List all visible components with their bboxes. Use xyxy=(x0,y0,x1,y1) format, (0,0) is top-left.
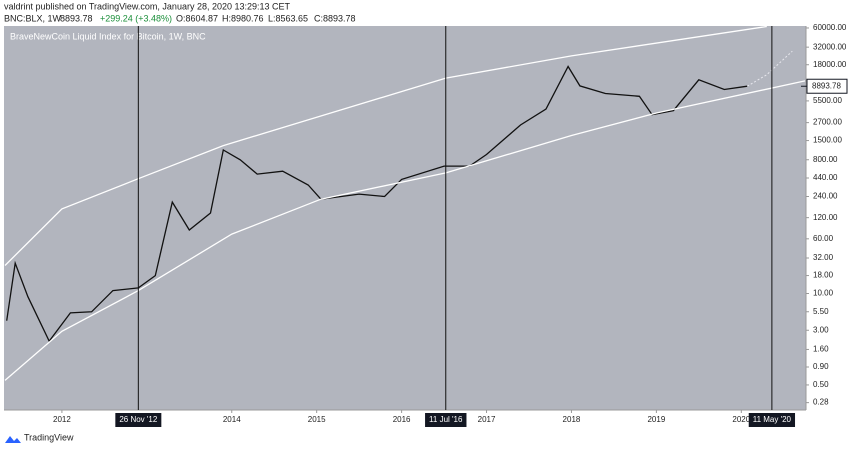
y-tick-label: 800.00 xyxy=(813,155,838,164)
y-tick-label: 5500.00 xyxy=(813,96,842,105)
y-tick-label: 60.00 xyxy=(813,234,834,243)
x-tick-label: 2012 xyxy=(53,415,71,424)
last-price-tag xyxy=(806,78,848,94)
close: C:8893.78 xyxy=(314,13,356,23)
y-tick-label: 2700.00 xyxy=(813,118,842,127)
symbol-line: BNC:BLX, 1W 8893.78 +299.24 (+3.48%) O:8… xyxy=(4,13,356,23)
price: 8893.78 xyxy=(60,13,93,23)
series-line xyxy=(4,25,767,266)
y-tick-label: 18000.00 xyxy=(813,60,847,69)
series-line xyxy=(4,80,806,381)
y-tick-label: 0.28 xyxy=(813,398,829,407)
y-tick-label: 32.00 xyxy=(813,253,834,262)
marker-label-bg xyxy=(748,413,796,427)
marker-label: 11 Jul '16 xyxy=(425,413,467,427)
marker-label: 11 May '20 xyxy=(748,413,796,427)
y-tick-label: 5.50 xyxy=(813,307,829,316)
y-tick-label: 0.90 xyxy=(813,362,829,371)
low: L:8563.65 xyxy=(268,13,308,23)
brand: TradingView xyxy=(24,432,74,442)
x-tick-label: 2020 xyxy=(732,415,750,424)
x-tick-label: 2017 xyxy=(478,415,496,424)
y-tick-label: 3.00 xyxy=(813,325,829,334)
y-tick-label: 1500.00 xyxy=(813,136,842,145)
logo-icon xyxy=(5,436,21,443)
high: H:8980.76 xyxy=(222,13,264,23)
marker-label-text: 11 Jul '16 xyxy=(429,415,463,424)
published-line: valdrint published on TradingView.com, J… xyxy=(4,1,291,11)
open: O:8604.87 xyxy=(176,13,218,23)
y-tick-label: 120.00 xyxy=(813,213,838,222)
y-tick-label: 10.00 xyxy=(813,289,834,298)
x-tick-label: 2018 xyxy=(563,415,581,424)
symbol: BNC:BLX, 1W xyxy=(4,13,62,23)
y-tick-label: 0.50 xyxy=(813,380,829,389)
last-price-label: 8893.78 xyxy=(812,81,841,90)
x-tick-label: 2019 xyxy=(647,415,665,424)
y-tick-label: 32000.00 xyxy=(813,42,847,51)
y-tick-label: 440.00 xyxy=(813,173,838,182)
change: +299.24 (+3.48%) xyxy=(100,13,172,23)
chart-title: BraveNewCoin Liquid Index for Bitcoin, 1… xyxy=(10,31,206,41)
y-tick-label: 1.60 xyxy=(813,345,829,354)
series-line xyxy=(747,50,793,87)
marker-label-text: 26 Nov '12 xyxy=(119,415,158,424)
x-tick-label: 2016 xyxy=(393,415,411,424)
y-tick-label: 240.00 xyxy=(813,192,838,201)
x-tick-label: 2014 xyxy=(223,415,241,424)
marker-label-bg xyxy=(425,413,467,427)
marker-label: 26 Nov '12 xyxy=(115,413,162,427)
y-tick-label: 18.00 xyxy=(813,271,834,280)
marker-label-bg xyxy=(115,413,162,427)
footer-logo: TradingView xyxy=(5,432,74,443)
plot-area xyxy=(4,26,806,410)
y-tick-label: 60000.00 xyxy=(813,23,847,32)
marker-label-text: 11 May '20 xyxy=(753,415,792,424)
x-tick-label: 2015 xyxy=(308,415,326,424)
